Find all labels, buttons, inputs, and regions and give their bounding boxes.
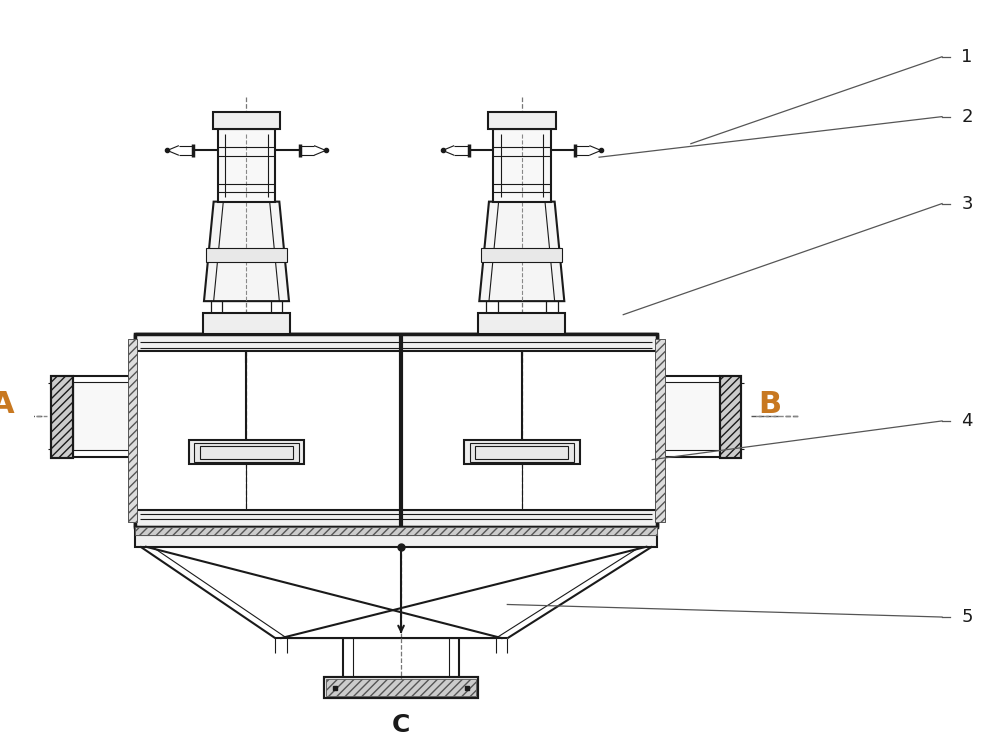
Bar: [51, 376, 73, 458]
Bar: [324, 677, 478, 698]
Bar: [470, 443, 574, 462]
Bar: [720, 376, 741, 458]
Text: 4: 4: [961, 412, 973, 430]
Bar: [326, 679, 476, 696]
Bar: [73, 382, 135, 450]
Bar: [478, 312, 565, 334]
Bar: [464, 440, 580, 465]
Bar: [135, 510, 657, 527]
Polygon shape: [479, 201, 564, 301]
Bar: [493, 129, 551, 201]
Text: 1: 1: [961, 48, 973, 65]
Bar: [218, 129, 275, 201]
Bar: [481, 248, 562, 262]
Bar: [135, 527, 657, 535]
Text: 2: 2: [961, 107, 973, 126]
Bar: [720, 376, 741, 458]
Bar: [135, 334, 657, 351]
Text: 3: 3: [961, 195, 973, 212]
Bar: [135, 334, 657, 527]
Text: C: C: [392, 713, 410, 735]
Text: 5: 5: [961, 608, 973, 626]
Bar: [203, 312, 290, 334]
Bar: [200, 446, 293, 459]
Bar: [189, 440, 304, 465]
Bar: [51, 376, 73, 458]
Bar: [135, 527, 657, 547]
Text: B: B: [759, 390, 782, 419]
Bar: [213, 112, 280, 129]
Bar: [475, 446, 568, 459]
Bar: [128, 339, 137, 523]
Bar: [206, 248, 287, 262]
Bar: [655, 339, 665, 523]
Text: A: A: [0, 390, 15, 419]
Polygon shape: [204, 201, 289, 301]
Bar: [324, 677, 478, 698]
Bar: [194, 443, 299, 462]
Bar: [488, 112, 556, 129]
Bar: [657, 382, 720, 450]
